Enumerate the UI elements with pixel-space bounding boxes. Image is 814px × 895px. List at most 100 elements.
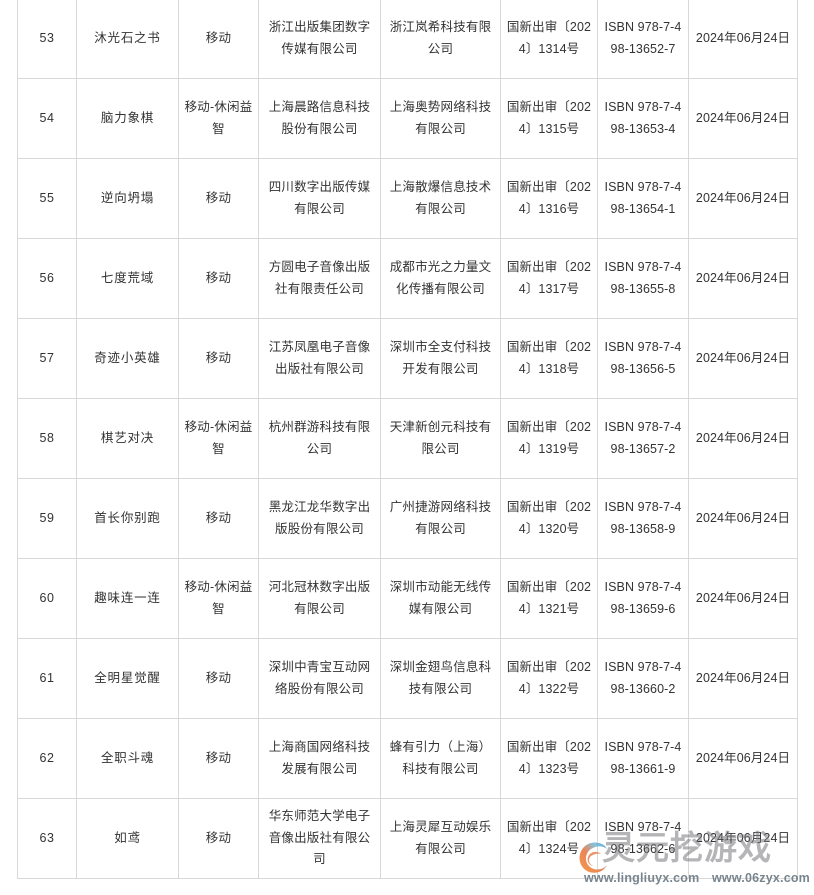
approval-date: 2024年06月24日	[688, 398, 798, 479]
row-index: 62	[17, 718, 77, 799]
isbn-number: ISBN 978-7-498-13652-7	[597, 0, 689, 79]
approval-number: 国新出审〔2024〕1320号	[500, 478, 598, 559]
operator-unit: 深圳金翅鸟信息科技有限公司	[380, 638, 501, 719]
table-row: 61 全明星觉醒 移动 深圳中青宝互动网络股份有限公司 深圳金翅鸟信息科技有限公司 国新出…	[17, 638, 798, 719]
operator-unit: 蜂有引力（上海）科技有限公司	[380, 718, 501, 799]
publisher-unit: 黑龙江龙华数字出版股份有限公司	[258, 478, 381, 559]
table-row: 53 沐光石之书 移动 浙江出版集团数字传媒有限公司 浙江岚希科技有限公司 国新出审〔20…	[17, 0, 798, 79]
game-category: 移动	[178, 238, 259, 319]
row-index: 59	[17, 478, 77, 559]
game-category: 移动	[178, 318, 259, 399]
game-category: 移动-休闲益智	[178, 558, 259, 639]
game-name: 七度荒域	[76, 238, 179, 319]
game-category: 移动	[178, 798, 259, 879]
operator-unit: 深圳市全支付科技开发有限公司	[380, 318, 501, 399]
game-name: 趣味连一连	[76, 558, 179, 639]
row-index: 63	[17, 798, 77, 879]
isbn-number: ISBN 978-7-498-13659-6	[597, 558, 689, 639]
approval-date: 2024年06月24日	[688, 318, 798, 399]
game-name: 沐光石之书	[76, 0, 179, 79]
approval-number: 国新出审〔2024〕1319号	[500, 398, 598, 479]
approval-date: 2024年06月24日	[688, 78, 798, 159]
publisher-unit: 华东师范大学电子音像出版社有限公司	[258, 798, 381, 879]
table-row: 59 首长你别跑 移动 黑龙江龙华数字出版股份有限公司 广州捷游网络科技有限公司 国新出审…	[17, 478, 798, 559]
approval-date: 2024年06月24日	[688, 798, 798, 879]
publisher-unit: 浙江出版集团数字传媒有限公司	[258, 0, 381, 79]
operator-unit: 天津新创元科技有限公司	[380, 398, 501, 479]
game-name: 脑力象棋	[76, 78, 179, 159]
publisher-unit: 上海商国网络科技发展有限公司	[258, 718, 381, 799]
isbn-number: ISBN 978-7-498-13653-4	[597, 78, 689, 159]
approval-number: 国新出审〔2024〕1321号	[500, 558, 598, 639]
operator-unit: 浙江岚希科技有限公司	[380, 0, 501, 79]
approval-date: 2024年06月24日	[688, 718, 798, 799]
isbn-number: ISBN 978-7-498-13660-2	[597, 638, 689, 719]
isbn-number: ISBN 978-7-498-13657-2	[597, 398, 689, 479]
publisher-unit: 深圳中青宝互动网络股份有限公司	[258, 638, 381, 719]
publisher-unit: 杭州群游科技有限公司	[258, 398, 381, 479]
row-index: 53	[17, 0, 77, 79]
approval-date: 2024年06月24日	[688, 478, 798, 559]
operator-unit: 上海灵犀互动娱乐有限公司	[380, 798, 501, 879]
row-index: 56	[17, 238, 77, 319]
operator-unit: 成都市光之力量文化传播有限公司	[380, 238, 501, 319]
row-index: 54	[17, 78, 77, 159]
publisher-unit: 四川数字出版传媒有限公司	[258, 158, 381, 239]
approval-date: 2024年06月24日	[688, 158, 798, 239]
operator-unit: 深圳市动能无线传媒有限公司	[380, 558, 501, 639]
table-row: 55 逆向坍塌 移动 四川数字出版传媒有限公司 上海散爆信息技术有限公司 国新出审〔202…	[17, 158, 798, 239]
operator-unit: 广州捷游网络科技有限公司	[380, 478, 501, 559]
publisher-unit: 上海晨路信息科技股份有限公司	[258, 78, 381, 159]
approval-number: 国新出审〔2024〕1318号	[500, 318, 598, 399]
game-category: 移动	[178, 0, 259, 79]
row-index: 55	[17, 158, 77, 239]
game-name: 棋艺对决	[76, 398, 179, 479]
game-name: 奇迹小英雄	[76, 318, 179, 399]
operator-unit: 上海散爆信息技术有限公司	[380, 158, 501, 239]
approval-date: 2024年06月24日	[688, 238, 798, 319]
operator-unit: 上海奥势网络科技有限公司	[380, 78, 501, 159]
table-body: 53 沐光石之书 移动 浙江出版集团数字传媒有限公司 浙江岚希科技有限公司 国新出审〔20…	[17, 0, 798, 879]
game-category: 移动	[178, 718, 259, 799]
approval-number: 国新出审〔2024〕1324号	[500, 798, 598, 879]
isbn-number: ISBN 978-7-498-13662-6	[597, 798, 689, 879]
game-category: 移动-休闲益智	[178, 398, 259, 479]
approval-number: 国新出审〔2024〕1323号	[500, 718, 598, 799]
table-row: 58 棋艺对决 移动-休闲益智 杭州群游科技有限公司 天津新创元科技有限公司 国新出审〔2…	[17, 398, 798, 479]
game-name: 全职斗魂	[76, 718, 179, 799]
isbn-number: ISBN 978-7-498-13661-9	[597, 718, 689, 799]
isbn-number: ISBN 978-7-498-13655-8	[597, 238, 689, 319]
game-category: 移动	[178, 158, 259, 239]
game-name: 逆向坍塌	[76, 158, 179, 239]
isbn-number: ISBN 978-7-498-13656-5	[597, 318, 689, 399]
game-category: 移动-休闲益智	[178, 78, 259, 159]
game-category: 移动	[178, 638, 259, 719]
row-index: 58	[17, 398, 77, 479]
row-index: 57	[17, 318, 77, 399]
game-name: 全明星觉醒	[76, 638, 179, 719]
table-row: 60 趣味连一连 移动-休闲益智 河北冠林数字出版有限公司 深圳市动能无线传媒有限公司国…	[17, 558, 798, 639]
approval-date: 2024年06月24日	[688, 638, 798, 719]
approval-date: 2024年06月24日	[688, 0, 798, 79]
publisher-unit: 方圆电子音像出版社有限责任公司	[258, 238, 381, 319]
table-row: 62 全职斗魂 移动 上海商国网络科技发展有限公司 蜂有引力（上海）科技有限公司 国新出审…	[17, 718, 798, 799]
isbn-number: ISBN 978-7-498-13658-9	[597, 478, 689, 559]
approval-number: 国新出审〔2024〕1316号	[500, 158, 598, 239]
publisher-unit: 河北冠林数字出版有限公司	[258, 558, 381, 639]
isbn-number: ISBN 978-7-498-13654-1	[597, 158, 689, 239]
table-row: 57 奇迹小英雄 移动 江苏凤凰电子音像出版社有限公司 深圳市全支付科技开发有限公司 国新…	[17, 318, 798, 399]
table-row: 56 七度荒域 移动 方圆电子音像出版社有限责任公司 成都市光之力量文化传播有限公司 国新…	[17, 238, 798, 319]
game-name: 首长你别跑	[76, 478, 179, 559]
row-index: 60	[17, 558, 77, 639]
row-index: 61	[17, 638, 77, 719]
table-row: 63 如鸢 移动 华东师范大学电子音像出版社有限公司 上海灵犀互动娱乐有限公司 国新出审〔…	[17, 798, 798, 879]
approval-date: 2024年06月24日	[688, 558, 798, 639]
game-name: 如鸢	[76, 798, 179, 879]
game-approval-table: 53 沐光石之书 移动 浙江出版集团数字传媒有限公司 浙江岚希科技有限公司 国新出审〔20…	[17, 0, 798, 879]
approval-number: 国新出审〔2024〕1322号	[500, 638, 598, 719]
game-category: 移动	[178, 478, 259, 559]
table-row: 54 脑力象棋 移动-休闲益智 上海晨路信息科技股份有限公司 上海奥势网络科技有限公司国…	[17, 78, 798, 159]
approval-number: 国新出审〔2024〕1315号	[500, 78, 598, 159]
approval-number: 国新出审〔2024〕1314号	[500, 0, 598, 79]
